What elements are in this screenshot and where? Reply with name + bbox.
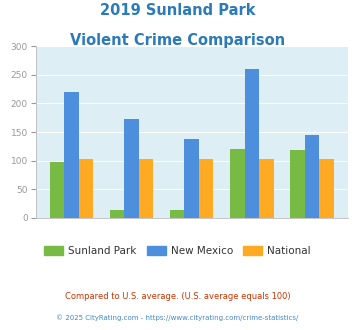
Text: Compared to U.S. average. (U.S. average equals 100): Compared to U.S. average. (U.S. average …	[65, 292, 290, 301]
Bar	[50, 162, 64, 218]
Text: © 2025 CityRating.com - https://www.cityrating.com/crime-statistics/: © 2025 CityRating.com - https://www.city…	[56, 314, 299, 321]
Bar	[64, 92, 78, 218]
Bar	[170, 210, 185, 218]
Bar	[245, 69, 259, 218]
Text: Violent Crime Comparison: Violent Crime Comparison	[70, 33, 285, 48]
Bar	[139, 159, 153, 218]
Bar	[319, 159, 334, 218]
Bar	[305, 135, 319, 218]
Bar	[110, 210, 124, 218]
Bar	[78, 159, 93, 218]
Bar	[199, 159, 213, 218]
Bar	[185, 139, 199, 218]
Bar	[124, 119, 139, 218]
Legend: Sunland Park, New Mexico, National: Sunland Park, New Mexico, National	[40, 242, 315, 260]
Bar	[259, 159, 274, 218]
Bar	[290, 150, 305, 218]
Text: 2019 Sunland Park: 2019 Sunland Park	[100, 3, 255, 18]
Bar	[230, 149, 245, 218]
